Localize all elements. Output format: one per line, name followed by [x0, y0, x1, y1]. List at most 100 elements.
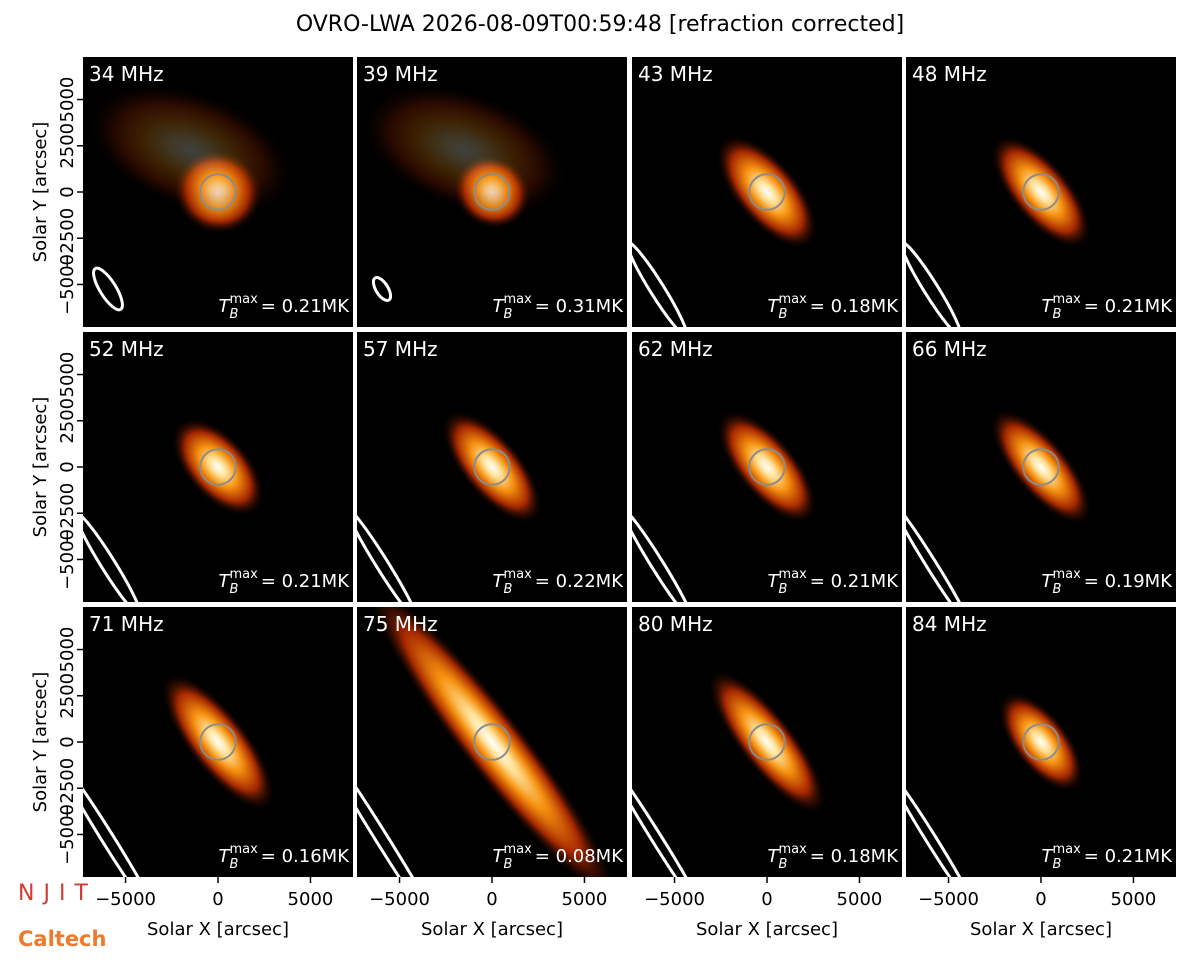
solar-disk	[1022, 448, 1060, 486]
y-tick-label: −5000	[57, 804, 78, 865]
tb-symbol: T	[1042, 846, 1055, 867]
tb-value: = 0.18MK	[810, 846, 899, 867]
y-tick-label: 0	[57, 736, 78, 747]
tb-value: = 0.21MK	[261, 296, 350, 317]
tb-sub: B	[779, 857, 788, 872]
solar-disk	[199, 173, 237, 211]
tb-value: = 0.08MK	[535, 846, 624, 867]
panel	[83, 332, 353, 602]
y-tick-label: 5000	[57, 352, 78, 398]
tb-sup: max	[503, 842, 532, 857]
x-axis-label: Solar X [arcsec]	[970, 919, 1112, 940]
tb-sup: max	[1052, 567, 1081, 582]
tb-sub: B	[230, 307, 239, 322]
emission-halo	[359, 82, 571, 218]
emission	[716, 410, 818, 524]
beam	[83, 511, 142, 602]
solar-disk	[1022, 173, 1060, 211]
solar-disk	[1022, 723, 1060, 761]
panel-label: 34 MHz	[89, 62, 164, 86]
tb-sub: B	[1053, 857, 1062, 872]
x-axis-label: Solar X [arcsec]	[147, 919, 289, 940]
tb-max: TBmax = 0.22MK	[493, 567, 625, 597]
beam	[83, 756, 161, 877]
beam	[92, 266, 124, 312]
tb-value: = 0.21MK	[1084, 296, 1173, 317]
x-axis-label: Solar X [arcsec]	[696, 919, 838, 940]
tb-value: = 0.18MK	[810, 296, 899, 317]
y-tick-label: −5000	[57, 529, 78, 590]
panel-label: 84 MHz	[912, 612, 987, 636]
tb-sub: B	[504, 582, 513, 597]
y-tick-label: 5000	[57, 77, 78, 123]
y-axis-label: Solar Y [arcsec]	[30, 397, 51, 538]
panel-label: 80 MHz	[638, 612, 713, 636]
solar-disk	[473, 723, 511, 761]
x-tick-label: −5000	[918, 889, 979, 910]
emission	[707, 669, 827, 815]
solar-disk	[199, 723, 237, 761]
logo-caltech: Caltech	[18, 927, 106, 951]
y-tick-label: 0	[57, 461, 78, 472]
panel	[906, 57, 1176, 327]
panel-label: 66 MHz	[912, 337, 987, 361]
panel-label: 52 MHz	[89, 337, 164, 361]
solar-disk	[473, 173, 511, 211]
tb-value: = 0.21MK	[261, 571, 350, 592]
panel	[632, 332, 902, 602]
emission	[160, 672, 276, 812]
tb-max: TBmax = 0.18MK	[768, 292, 900, 322]
beam	[357, 507, 419, 602]
y-tick-label: −2500	[57, 483, 78, 544]
tb-max: TBmax = 0.31MK	[493, 292, 625, 322]
panel	[906, 332, 1176, 602]
tb-max: TBmax = 0.21MK	[768, 567, 900, 597]
tb-sub: B	[504, 307, 513, 322]
tb-symbol: T	[768, 296, 781, 317]
x-tick-label: 5000	[1111, 889, 1157, 910]
solar-disk	[748, 448, 786, 486]
x-tick-label: −5000	[369, 889, 430, 910]
panel	[357, 57, 627, 327]
tb-sup: max	[229, 842, 258, 857]
emission	[171, 417, 265, 517]
y-tick-label: −5000	[57, 254, 78, 315]
tb-sup: max	[778, 567, 807, 582]
panel	[632, 607, 902, 877]
beam	[906, 769, 976, 877]
tb-sup: max	[1052, 842, 1081, 857]
tb-sub: B	[504, 857, 513, 872]
emission-halo	[85, 82, 297, 218]
tb-symbol: T	[219, 571, 232, 592]
tb-sup: max	[503, 292, 532, 307]
figure-title: OVRO-LWA 2026-08-09T00:59:48 [refraction…	[296, 12, 904, 37]
tb-sup: max	[229, 567, 258, 582]
x-tick-label: −5000	[644, 889, 705, 910]
tb-max: TBmax = 0.21MK	[219, 292, 351, 322]
panel	[906, 607, 1176, 877]
panel-label: 48 MHz	[912, 62, 987, 86]
panel	[83, 607, 353, 877]
x-tick-label: 0	[486, 889, 497, 910]
solar-disk	[748, 723, 786, 761]
panel-label: 62 MHz	[638, 337, 713, 361]
y-tick-label: 0	[57, 186, 78, 197]
beam	[632, 240, 689, 327]
tb-sup: max	[778, 292, 807, 307]
tb-value: = 0.22MK	[535, 571, 624, 592]
panel	[357, 607, 627, 877]
tb-symbol: T	[219, 846, 232, 867]
tb-max: TBmax = 0.21MK	[219, 567, 351, 597]
tb-max: TBmax = 0.21MK	[1042, 292, 1174, 322]
tb-symbol: T	[219, 296, 232, 317]
tb-sub: B	[230, 582, 239, 597]
x-tick-label: 0	[1035, 889, 1046, 910]
tb-value: = 0.31MK	[535, 296, 624, 317]
panel	[357, 332, 627, 602]
tb-symbol: T	[1042, 571, 1055, 592]
x-tick-label: 5000	[837, 889, 883, 910]
y-tick-label: 2500	[57, 398, 78, 444]
tb-symbol: T	[1042, 296, 1055, 317]
tb-value: = 0.16MK	[261, 846, 350, 867]
